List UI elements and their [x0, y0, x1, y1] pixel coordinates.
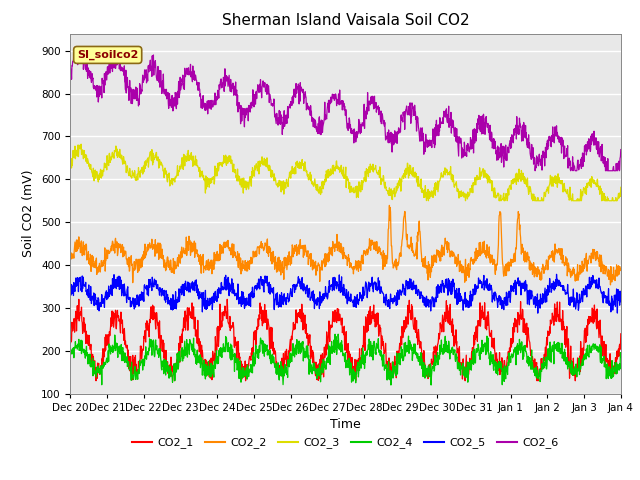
CO2_2 [67, 253, 74, 259]
CO2_4 [617, 354, 625, 360]
CO2_4 [387, 382, 395, 388]
Line: CO2_3: CO2_3 [70, 144, 621, 201]
Legend: CO2_1, CO2_2, CO2_3, CO2_4, CO2_5, CO2_6: CO2_1, CO2_2, CO2_3, CO2_4, CO2_5, CO2_6 [128, 433, 563, 453]
CO2_2 [189, 240, 196, 246]
CO2_2 [385, 203, 393, 208]
Y-axis label: Soil CO2 (mV): Soil CO2 (mV) [22, 170, 35, 257]
CO2_6 [70, 50, 77, 56]
CO2_3 [617, 184, 625, 190]
Line: CO2_4: CO2_4 [70, 334, 621, 385]
CO2_5 [189, 287, 196, 293]
CO2_1 [67, 341, 74, 347]
CO2_5 [617, 291, 625, 297]
CO2_1 [552, 305, 560, 311]
Title: Sherman Island Vaisala Soil CO2: Sherman Island Vaisala Soil CO2 [222, 13, 469, 28]
CO2_6 [552, 128, 560, 134]
Text: SI_soilco2: SI_soilco2 [77, 50, 138, 60]
CO2_6 [531, 168, 539, 174]
CO2_1 [75, 297, 83, 302]
CO2_4 [250, 355, 258, 360]
CO2_3 [432, 180, 440, 185]
CO2_4 [504, 372, 511, 377]
CO2_3 [189, 153, 197, 159]
Line: CO2_6: CO2_6 [70, 53, 621, 171]
CO2_4 [432, 362, 440, 368]
CO2_3 [552, 181, 560, 187]
CO2_1 [504, 354, 511, 360]
CO2_3 [176, 163, 184, 169]
CO2_4 [334, 331, 342, 337]
CO2_5 [552, 277, 559, 283]
CO2_6 [431, 142, 439, 148]
CO2_1 [252, 328, 259, 334]
CO2_6 [617, 147, 625, 153]
CO2_3 [67, 165, 74, 170]
CO2_6 [251, 92, 259, 97]
CO2_6 [189, 73, 197, 79]
CO2_2 [250, 254, 258, 260]
CO2_2 [431, 252, 439, 258]
CO2_5 [503, 295, 511, 301]
CO2_6 [67, 66, 74, 72]
CO2_5 [534, 310, 541, 316]
Line: CO2_5: CO2_5 [70, 274, 621, 313]
CO2_4 [175, 357, 183, 363]
CO2_4 [189, 342, 196, 348]
CO2_1 [177, 334, 184, 339]
CO2_4 [552, 343, 560, 349]
CO2_5 [67, 281, 74, 287]
Line: CO2_2: CO2_2 [70, 205, 621, 285]
CO2_2 [175, 258, 183, 264]
CO2_1 [92, 378, 100, 384]
CO2_5 [250, 285, 258, 291]
CO2_2 [607, 282, 614, 288]
CO2_1 [617, 331, 625, 336]
CO2_5 [553, 271, 561, 277]
CO2_3 [77, 141, 85, 147]
CO2_6 [176, 90, 184, 96]
CO2_5 [431, 296, 439, 301]
CO2_3 [504, 195, 511, 201]
CO2_2 [552, 246, 559, 252]
CO2_2 [617, 265, 625, 271]
CO2_3 [424, 198, 432, 204]
Line: CO2_1: CO2_1 [70, 300, 621, 381]
CO2_6 [504, 152, 511, 157]
CO2_3 [251, 163, 259, 168]
CO2_5 [175, 298, 183, 304]
CO2_1 [432, 343, 440, 349]
X-axis label: Time: Time [330, 418, 361, 431]
CO2_4 [67, 350, 74, 356]
CO2_2 [504, 268, 511, 274]
CO2_1 [189, 304, 197, 310]
